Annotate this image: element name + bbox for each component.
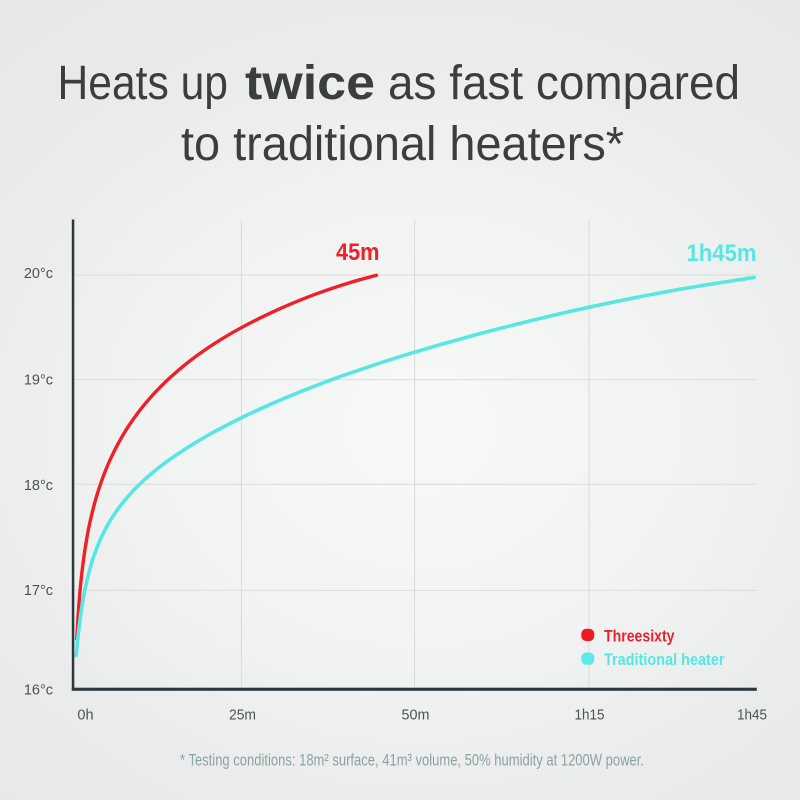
svg-text:Traditional heater: Traditional heater <box>604 650 725 669</box>
svg-text:17°c: 17°c <box>24 583 53 599</box>
svg-text:18°c: 18°c <box>24 478 53 494</box>
svg-text:Heats up: Heats up <box>58 57 229 110</box>
svg-text:0h: 0h <box>77 708 93 724</box>
svg-text:45m: 45m <box>336 239 380 266</box>
svg-text:1h45: 1h45 <box>737 708 767 724</box>
svg-text:50m: 50m <box>402 708 430 724</box>
svg-text:Threesixty: Threesixty <box>604 627 675 646</box>
svg-text:twice: twice <box>245 57 375 110</box>
svg-text:16°c: 16°c <box>24 682 53 698</box>
svg-text:1h45m: 1h45m <box>687 240 757 267</box>
svg-text:19°c: 19°c <box>24 373 53 389</box>
svg-text:to traditional heaters*: to traditional heaters* <box>181 118 624 171</box>
svg-text:25m: 25m <box>229 708 256 724</box>
svg-text:20°c: 20°c <box>24 266 53 282</box>
svg-text:* Testing conditions: 18m² sur: * Testing conditions: 18m² surface, 41m³… <box>180 752 644 770</box>
svg-text:1h15: 1h15 <box>575 708 605 724</box>
svg-text:as fast compared: as fast compared <box>388 57 740 110</box>
